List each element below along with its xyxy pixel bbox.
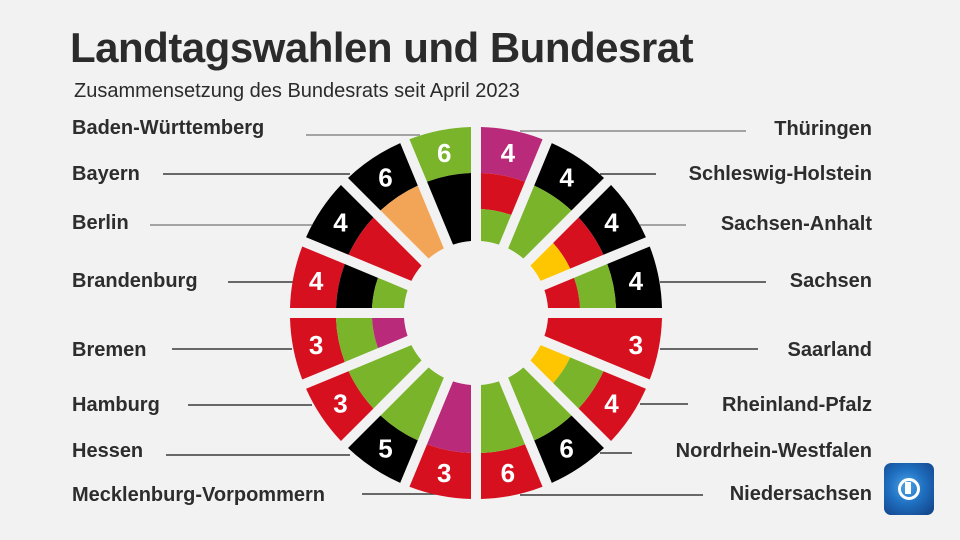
logo-ring xyxy=(898,478,920,500)
vote-count: 4 xyxy=(629,266,644,296)
state-label-schleswig-holstein: Schleswig-Holstein xyxy=(688,163,872,185)
page-title: Landtagswahlen und Bundesrat xyxy=(70,24,694,71)
band-red xyxy=(578,371,646,441)
state-label-baden-w-rttemberg: Baden-Württemberg xyxy=(72,117,265,139)
state-label-saarland: Saarland xyxy=(787,339,872,361)
logo-one xyxy=(905,482,911,494)
state-label-brandenburg: Brandenburg xyxy=(72,270,198,292)
band-orange xyxy=(380,185,444,259)
band-green xyxy=(380,367,444,441)
state-label-berlin: Berlin xyxy=(72,212,129,234)
vote-count: 4 xyxy=(559,162,574,192)
slice-schleswig-holstein: 4 xyxy=(508,143,604,259)
band-yellow xyxy=(530,345,571,384)
slice-rheinland-pfalz: 4 xyxy=(530,345,646,441)
band-black xyxy=(306,185,374,255)
band-red xyxy=(481,444,543,499)
slice-brandenburg: 4 xyxy=(290,246,408,308)
band-green xyxy=(409,127,471,182)
vote-count: 4 xyxy=(333,207,348,237)
leader-lines xyxy=(150,130,766,496)
band-red xyxy=(409,444,471,499)
vote-count: 5 xyxy=(378,434,392,464)
slice-berlin: 4 xyxy=(306,185,422,281)
band-green xyxy=(508,185,572,259)
band-black xyxy=(578,185,646,255)
band-green xyxy=(372,277,408,308)
band-green xyxy=(508,367,572,441)
vote-count: 6 xyxy=(378,162,392,192)
state-label-rheinland-pfalz: Rheinland-Pfalz xyxy=(721,394,872,416)
vote-count: 3 xyxy=(629,330,643,360)
band-red xyxy=(544,277,580,308)
band-black xyxy=(534,143,604,211)
band-black xyxy=(534,415,604,483)
slice-mecklenburg-vorpommern: 3 xyxy=(409,381,471,499)
band-black xyxy=(607,246,662,308)
band-green xyxy=(481,209,512,245)
slice-hamburg: 3 xyxy=(306,345,422,441)
band-black xyxy=(348,415,418,483)
vote-count: 4 xyxy=(604,207,619,237)
state-label-sachsen-anhalt: Sachsen-Anhalt xyxy=(720,213,872,235)
slice-baden-w-rttemberg: 6 xyxy=(409,127,471,245)
band-red xyxy=(553,217,604,269)
state-label-hessen: Hessen xyxy=(72,440,144,462)
band-purple xyxy=(481,127,543,182)
band-red xyxy=(348,217,422,281)
band-purple xyxy=(372,318,408,349)
band-black xyxy=(348,143,418,211)
vote-count: 4 xyxy=(501,138,516,168)
slice-bayern: 6 xyxy=(348,143,444,259)
state-label-nordrhein-westfalen: Nordrhein-Westfalen xyxy=(675,440,872,462)
state-label-bremen: Bremen xyxy=(72,339,147,361)
band-red xyxy=(544,318,662,380)
band-green xyxy=(573,264,616,308)
state-label-bayern: Bayern xyxy=(72,163,140,185)
page-subtitle: Zusammensetzung des Bundesrats seit Apri… xyxy=(74,80,520,102)
band-red xyxy=(290,318,345,380)
slice-saarland: 3 xyxy=(544,318,662,380)
vote-count: 6 xyxy=(501,458,515,488)
state-label-hamburg: Hamburg xyxy=(72,394,160,416)
slice-niedersachsen: 6 xyxy=(481,381,543,499)
slice-sachsen: 4 xyxy=(544,246,662,308)
state-label-sachsen: Sachsen xyxy=(789,270,872,292)
vote-count: 6 xyxy=(437,138,451,168)
vote-count: 3 xyxy=(437,458,451,488)
band-red xyxy=(290,246,345,308)
band-black xyxy=(427,173,471,245)
tagesschau-logo-icon xyxy=(884,463,934,515)
state-label-mecklenburg-vorpommern: Mecklenburg-Vorpommern xyxy=(72,484,325,506)
band-purple xyxy=(427,381,471,453)
slice-th-ringen: 4 xyxy=(481,127,543,245)
slice-sachsen-anhalt: 4 xyxy=(530,185,646,281)
slice-nordrhein-westfalen: 6 xyxy=(508,367,604,483)
vote-count: 4 xyxy=(309,266,324,296)
band-black xyxy=(336,264,379,308)
vote-count: 6 xyxy=(559,434,573,464)
band-green xyxy=(336,318,379,362)
slice-hessen: 5 xyxy=(348,367,444,483)
band-green xyxy=(481,381,525,453)
band-yellow xyxy=(530,242,571,281)
vote-count: 3 xyxy=(333,389,347,419)
band-green xyxy=(348,345,422,409)
slice-bremen: 3 xyxy=(290,318,408,380)
state-label-niedersachsen: Niedersachsen xyxy=(729,483,872,505)
vote-count: 3 xyxy=(309,330,323,360)
band-red xyxy=(481,173,525,216)
state-label-th-ringen: Thüringen xyxy=(774,118,872,140)
band-green xyxy=(553,357,604,409)
vote-count: 4 xyxy=(604,389,619,419)
band-red xyxy=(306,371,374,441)
